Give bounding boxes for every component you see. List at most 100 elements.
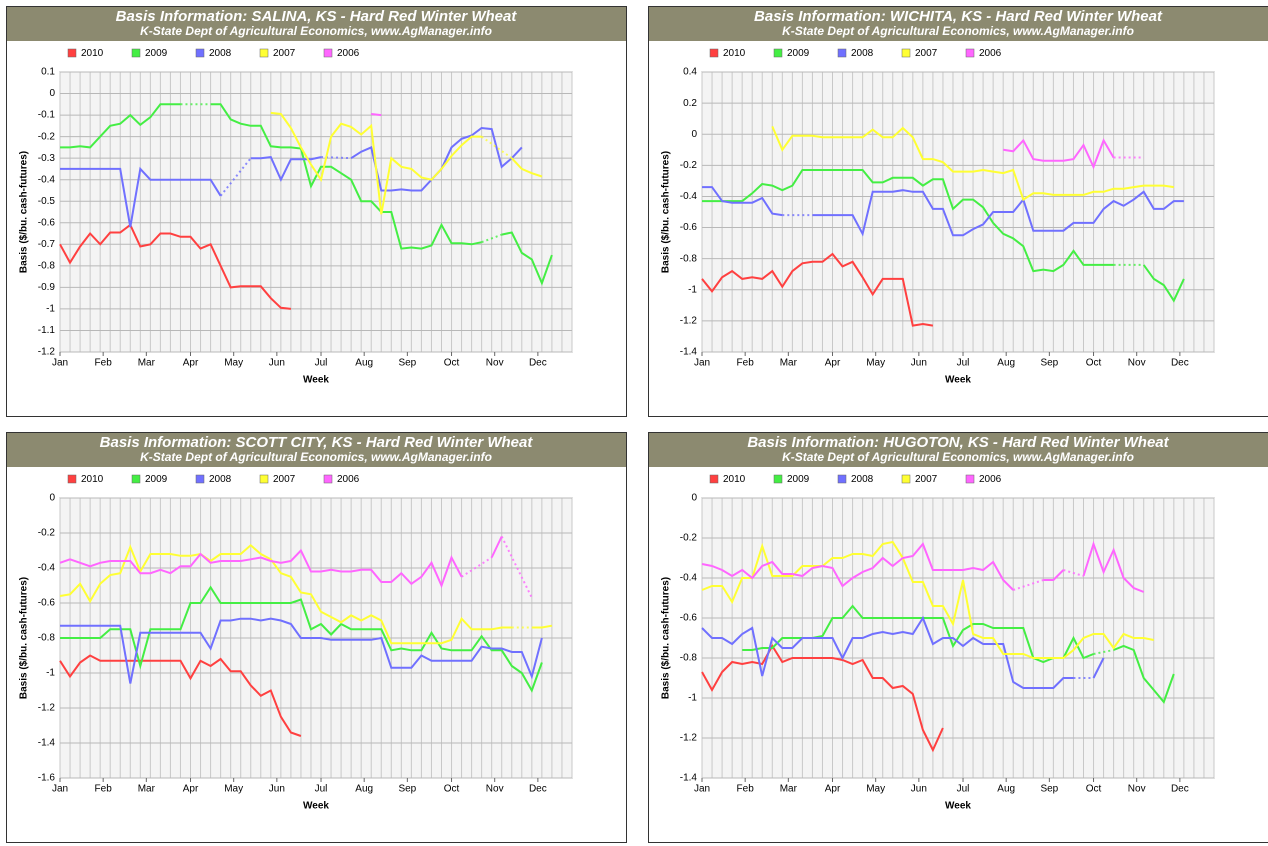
y-tick-label: -1.2 — [38, 703, 56, 714]
x-tick-label: Jan — [52, 784, 68, 795]
panel-header — [7, 7, 626, 41]
series-line — [1092, 657, 1105, 679]
legend-label: 2009 — [787, 474, 810, 485]
legend-swatch — [709, 474, 719, 484]
x-tick-label: May — [866, 784, 885, 795]
y-tick-label: -0.8 — [680, 253, 698, 264]
y-tick-label: -0.8 — [680, 653, 698, 664]
series-line — [60, 103, 181, 149]
y-tick-label: 0.4 — [683, 67, 697, 78]
series-line — [701, 540, 1154, 659]
x-axis-label: Week — [303, 375, 329, 386]
x-tick-label: Jul — [957, 784, 970, 795]
y-tick-label: -1.4 — [680, 347, 698, 358]
legend-label: 2009 — [145, 48, 168, 59]
series-line — [60, 585, 543, 693]
series-line — [702, 186, 783, 217]
y-tick-label: -1 — [688, 693, 697, 704]
series-line — [490, 536, 503, 558]
y-tick-label: -0.6 — [38, 598, 56, 609]
chart-panel: Basis Information: HUGOTON, KS - Hard Re… — [648, 432, 1268, 843]
series-line — [701, 644, 944, 753]
chart-panel: Basis Information: WICHITA, KS - Hard Re… — [648, 6, 1268, 417]
y-tick-label: 0.2 — [683, 98, 697, 109]
x-tick-label: Sep — [398, 358, 416, 369]
y-tick-label: -1.2 — [680, 316, 698, 327]
y-tick-label: -0.4 — [680, 191, 698, 202]
x-tick-label: Feb — [95, 358, 113, 369]
y-tick-label: -0.8 — [38, 260, 56, 271]
y-tick-label: -0.4 — [680, 573, 698, 584]
chart-title: Basis Information: HUGOTON, KS - Hard Re… — [747, 434, 1169, 451]
series-line — [60, 166, 222, 228]
series-line — [511, 157, 543, 178]
y-tick-label: -0.4 — [38, 174, 56, 185]
legend-label: 2010 — [723, 48, 746, 59]
y-tick-label: -0.2 — [38, 528, 56, 539]
series-line — [59, 223, 292, 310]
y-tick-label: 0 — [49, 88, 55, 99]
x-tick-label: Nov — [1128, 784, 1146, 795]
chart-subtitle: K-State Dept of Agricultural Economics, … — [782, 24, 1134, 38]
series-line — [59, 654, 302, 737]
y-tick-label: -1.2 — [680, 733, 698, 744]
legend-swatch — [323, 474, 333, 484]
x-tick-label: Nov — [486, 784, 504, 795]
legend-swatch — [773, 48, 783, 58]
x-tick-label: Jul — [315, 358, 328, 369]
legend-swatch — [131, 48, 141, 58]
legend-swatch — [965, 474, 975, 484]
legend-label: 2010 — [723, 474, 746, 485]
y-axis-label: Basis ($/bu. cash-futures) — [661, 151, 672, 273]
legend-label: 2008 — [851, 48, 874, 59]
legend-swatch — [773, 474, 783, 484]
x-tick-label: Sep — [398, 784, 416, 795]
y-axis-label: Basis ($/bu. cash-futures) — [661, 577, 672, 699]
legend-label: 2010 — [81, 48, 104, 59]
series-line — [210, 103, 482, 250]
series-line — [250, 156, 322, 183]
x-tick-label: Aug — [997, 784, 1015, 795]
x-tick-label: Jun — [269, 358, 285, 369]
y-tick-label: 0 — [691, 129, 697, 140]
chart-panel: Basis Information: SALINA, KS - Hard Red… — [6, 6, 627, 417]
legend-label: 2007 — [915, 48, 938, 59]
y-tick-label: 0.1 — [41, 67, 55, 78]
x-tick-label: Jan — [694, 358, 710, 369]
gap-bridge — [481, 135, 513, 159]
y-tick-label: -1.2 — [38, 347, 56, 358]
legend-label: 2008 — [851, 474, 874, 485]
legend-label: 2006 — [337, 48, 360, 59]
y-axis-label: Basis ($/bu. cash-futures) — [19, 577, 30, 699]
legend-label: 2008 — [209, 474, 232, 485]
series-line — [59, 548, 463, 589]
y-tick-label: -0.2 — [38, 131, 56, 142]
x-tick-label: Dec — [1171, 358, 1189, 369]
panel-header — [7, 433, 626, 467]
series-line — [270, 111, 482, 215]
y-tick-label: -0.7 — [38, 239, 56, 250]
chart-title: Basis Information: SCOTT CITY, KS - Hard… — [100, 434, 534, 451]
x-tick-label: Apr — [825, 358, 841, 369]
x-tick-label: Sep — [1040, 784, 1058, 795]
x-tick-label: Aug — [355, 358, 373, 369]
series-line — [1113, 644, 1175, 704]
y-tick-label: -1 — [46, 668, 55, 679]
chart-panel: Basis Information: SCOTT CITY, KS - Hard… — [6, 432, 627, 843]
x-tick-label: Jul — [315, 784, 328, 795]
x-tick-label: Dec — [529, 358, 547, 369]
x-tick-label: Oct — [1086, 784, 1102, 795]
legend-swatch — [131, 474, 141, 484]
x-tick-label: Nov — [1128, 358, 1146, 369]
y-tick-label: -0.9 — [38, 282, 56, 293]
x-tick-label: Sep — [1040, 358, 1058, 369]
plot-area — [59, 71, 573, 353]
series-line — [701, 252, 934, 327]
series-line — [771, 126, 1174, 202]
x-tick-label: Jan — [52, 358, 68, 369]
series-line — [1142, 264, 1185, 303]
legend-label: 2006 — [979, 48, 1002, 59]
series-line — [531, 624, 553, 629]
series-line — [371, 113, 382, 117]
x-tick-label: Mar — [780, 358, 798, 369]
